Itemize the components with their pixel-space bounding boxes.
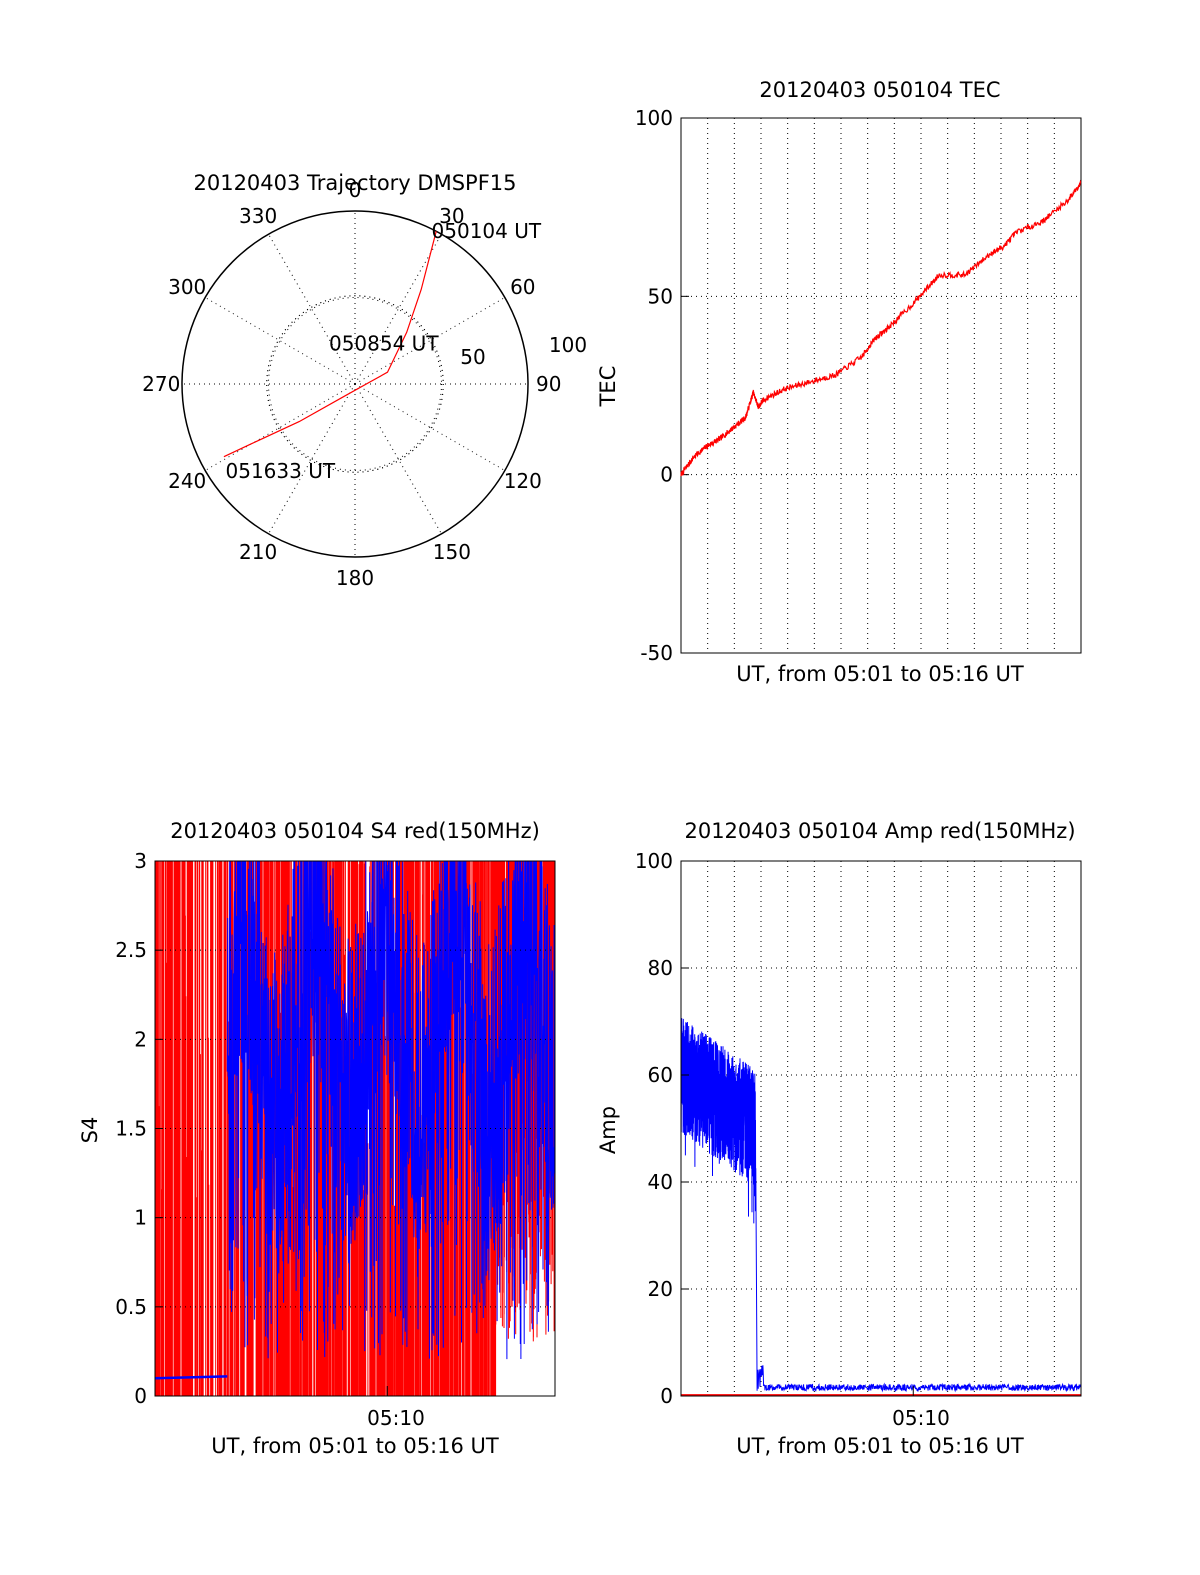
polar-angle-label: 120	[504, 469, 542, 493]
amp-y-tick: 100	[635, 849, 673, 873]
polar-angle-label: 0	[349, 178, 362, 202]
amp-y-tick: 20	[648, 1277, 673, 1301]
tec-panel: 20120403 050104 TEC -50 0 50 100 TEC UT, fr…	[596, 78, 1082, 686]
tec-series-line	[680, 179, 1082, 477]
polar-angle-label: 210	[239, 540, 277, 564]
polar-angle-label: 270	[142, 372, 180, 396]
polar-angle-label: 90	[536, 372, 561, 396]
polar-grid	[181, 210, 529, 558]
tec-y-tick-labels: -50 0 50 100	[635, 106, 689, 665]
polar-angle-label: 30	[439, 204, 464, 228]
polar-angle-label: 180	[336, 566, 374, 590]
polar-angle-label: 60	[510, 275, 535, 299]
s4-x-axis-label: UT, from 05:01 to 05:16 UT	[211, 1434, 499, 1458]
amp-title: 20120403 050104 Amp red(150MHz)	[684, 819, 1075, 843]
amp-panel: 20120403 050104 Amp red(150MHz) 0 20 40 60 8…	[596, 819, 1082, 1458]
polar-angle-label: 300	[168, 275, 206, 299]
polar-spoke	[268, 233, 356, 385]
trajectory-panel: 20120403 Trajectory DMSPF15 0 30 60 90 120 15…	[142, 171, 587, 590]
amp-y-tick: 60	[648, 1063, 673, 1087]
s4-x-tick-label: 05:10	[367, 1406, 425, 1430]
polar-angle-label: 240	[168, 469, 206, 493]
polar-angle-labels: 0 30 60 90 120 150 180 210 240 270 300 330	[142, 178, 561, 590]
s4-y-axis-label: S4	[78, 1117, 102, 1144]
polar-outer-circle	[181, 210, 529, 558]
s4-title: 20120403 050104 S4 red(150MHz)	[170, 819, 540, 843]
amp-blue-series	[680, 1018, 1082, 1393]
trajectory-time-label: 050104 UT	[432, 219, 542, 243]
tec-y-tick: 50	[648, 284, 673, 308]
s4-panel: 20120403 050104 S4 red(150MHz) 0 0.5 1 1.5 2…	[78, 819, 556, 1458]
s4-blue-baseline	[154, 1375, 228, 1380]
s4-y-tick: 2.5	[115, 938, 147, 962]
amp-x-tick-label: 05:10	[892, 1406, 950, 1430]
trajectory-title: 20120403 Trajectory DMSPF15	[193, 171, 516, 195]
polar-angle-label: 330	[239, 204, 277, 228]
tec-y-axis-label: TEC	[596, 366, 620, 408]
amp-y-axis-label: Amp	[596, 1106, 620, 1154]
amp-y-tick: 40	[648, 1170, 673, 1194]
s4-y-tick-labels: 0 0.5 1 1.5 2 2.5 3	[115, 849, 163, 1408]
tec-y-tick: -50	[640, 641, 673, 665]
tec-y-tick: 0	[660, 463, 673, 487]
amp-y-tick: 0	[660, 1384, 673, 1408]
s4-y-tick: 0.5	[115, 1295, 147, 1319]
tec-gridlines	[681, 118, 1081, 653]
polar-angle-label: 150	[433, 540, 471, 564]
trajectory-time-label: 050854 UT	[329, 331, 439, 355]
s4-y-tick: 1	[134, 1206, 147, 1230]
polar-spoke	[204, 383, 356, 471]
s4-y-tick: 1.5	[115, 1117, 147, 1141]
s4-y-tick: 3	[134, 849, 147, 873]
trajectory-track	[223, 231, 437, 458]
amp-x-axis-label: UT, from 05:01 to 05:16 UT	[736, 1434, 1024, 1458]
polar-spoke	[354, 233, 442, 385]
s4-y-tick: 2	[134, 1027, 147, 1051]
radial-label-100: 100	[549, 333, 587, 357]
trajectory-time-label: 051633 UT	[226, 459, 336, 483]
tec-plot-frame	[680, 117, 1082, 654]
s4-plot-area	[154, 860, 556, 1396]
polar-ring-mid	[268, 297, 442, 471]
polar-ring-50b	[266, 295, 444, 473]
tec-x-axis-label: UT, from 05:01 to 05:16 UT	[736, 662, 1024, 686]
amp-y-tick: 80	[648, 956, 673, 980]
tec-y-tick: 100	[635, 106, 673, 130]
amp-plot-frame	[680, 860, 1082, 1397]
s4-y-tick: 0	[134, 1384, 147, 1408]
trajectory-annotations: 050104 UT 050854 UT 051633 UT	[226, 219, 542, 483]
amp-plot-area	[680, 1018, 1082, 1396]
tec-title: 20120403 050104 TEC	[759, 78, 1000, 102]
radial-label-50: 50	[460, 345, 485, 369]
amp-gridlines	[681, 861, 1081, 1396]
amp-y-tick-labels: 0 20 40 60 80 100	[635, 849, 689, 1408]
